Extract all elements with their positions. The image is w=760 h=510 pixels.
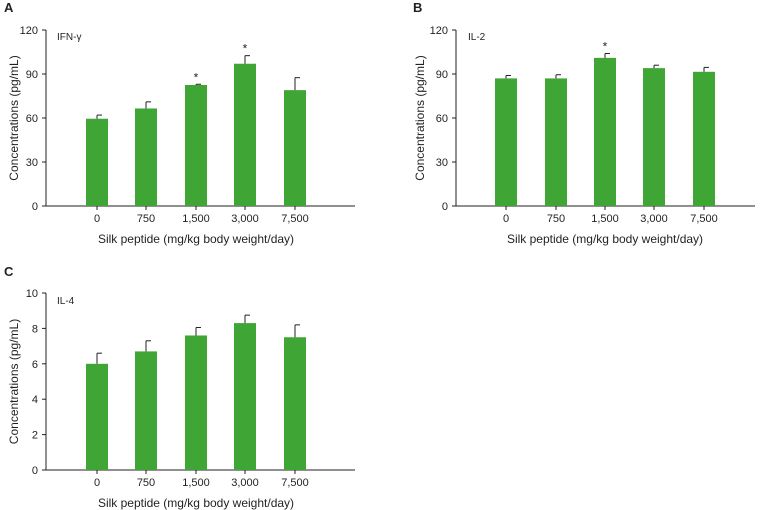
x-tick-label: 3,000 [231, 477, 259, 489]
x-tick-label: 1,500 [182, 213, 210, 225]
bar [284, 337, 306, 470]
x-tick-label: 750 [137, 213, 155, 225]
significance-marker: * [243, 42, 248, 56]
significance-marker: * [603, 39, 608, 53]
bar [86, 118, 108, 206]
x-tick-label: 1,500 [591, 213, 619, 225]
y-axis-label: Concentrations (pg/mL) [7, 319, 21, 444]
bar [495, 78, 517, 206]
bar [545, 78, 567, 206]
x-axis-label: Silk peptide (mg/kg body weight/day) [98, 496, 294, 510]
y-axis-label: Concentrations (pg/mL) [7, 55, 21, 180]
panel-a: A IFN-γ 0 30 60 90 120 0 750 * 1,500 * 3,000 7,500 Sil… [4, 0, 355, 246]
x-tick-label: 7,500 [281, 213, 309, 225]
bar [284, 90, 306, 206]
panel-b: B IL-2 0 30 60 90 120 0 750 * 1,500 3,000 7,500 Silk … [413, 0, 755, 246]
chart-title: IL-4 [57, 296, 75, 307]
y-tick-label: 2 [32, 430, 38, 442]
bar [234, 323, 256, 470]
y-tick-label: 60 [26, 113, 38, 125]
y-tick-label: 90 [436, 69, 448, 81]
panel-label: A [4, 0, 14, 15]
y-tick-label: 8 [32, 323, 38, 335]
x-axis-label: Silk peptide (mg/kg body weight/day) [507, 232, 703, 246]
x-tick-label: 0 [94, 213, 100, 225]
bar [86, 363, 108, 470]
significance-marker: * [194, 70, 199, 84]
y-tick-label: 60 [436, 113, 448, 125]
bar [135, 351, 157, 470]
bar [185, 85, 207, 206]
chart-title: IFN-γ [57, 32, 81, 43]
x-tick-label: 750 [547, 213, 565, 225]
y-tick-label: 120 [20, 25, 38, 37]
x-tick-label: 750 [137, 477, 155, 489]
panel-c: C IL-4 0 2 4 6 8 10 0 750 1,500 3,000 7,500 Silk pept… [4, 264, 355, 510]
x-tick-label: 0 [94, 477, 100, 489]
x-tick-label: 3,000 [231, 213, 259, 225]
x-tick-label: 3,000 [640, 213, 668, 225]
x-axis-label: Silk peptide (mg/kg body weight/day) [98, 232, 294, 246]
panel-label: C [4, 264, 14, 279]
y-tick-label: 0 [442, 201, 448, 213]
bar [135, 108, 157, 206]
x-tick-label: 0 [503, 213, 509, 225]
y-axis-label: Concentrations (pg/mL) [413, 55, 427, 180]
y-tick-label: 30 [26, 157, 38, 169]
y-tick-label: 30 [436, 157, 448, 169]
y-tick-label: 10 [26, 288, 38, 300]
bar [185, 335, 207, 470]
bar [594, 57, 616, 206]
y-tick-label: 0 [32, 465, 38, 477]
panel-label: B [413, 0, 422, 15]
y-tick-label: 90 [26, 69, 38, 81]
x-tick-label: 7,500 [281, 477, 309, 489]
y-tick-label: 6 [32, 359, 38, 371]
y-tick-label: 0 [32, 201, 38, 213]
bar [234, 63, 256, 206]
y-tick-label: 4 [32, 394, 38, 406]
y-tick-label: 120 [430, 25, 448, 37]
chart-title: IL-2 [468, 32, 486, 43]
x-tick-label: 1,500 [182, 477, 210, 489]
x-tick-label: 7,500 [690, 213, 718, 225]
bar [643, 68, 665, 206]
bar [693, 71, 715, 206]
